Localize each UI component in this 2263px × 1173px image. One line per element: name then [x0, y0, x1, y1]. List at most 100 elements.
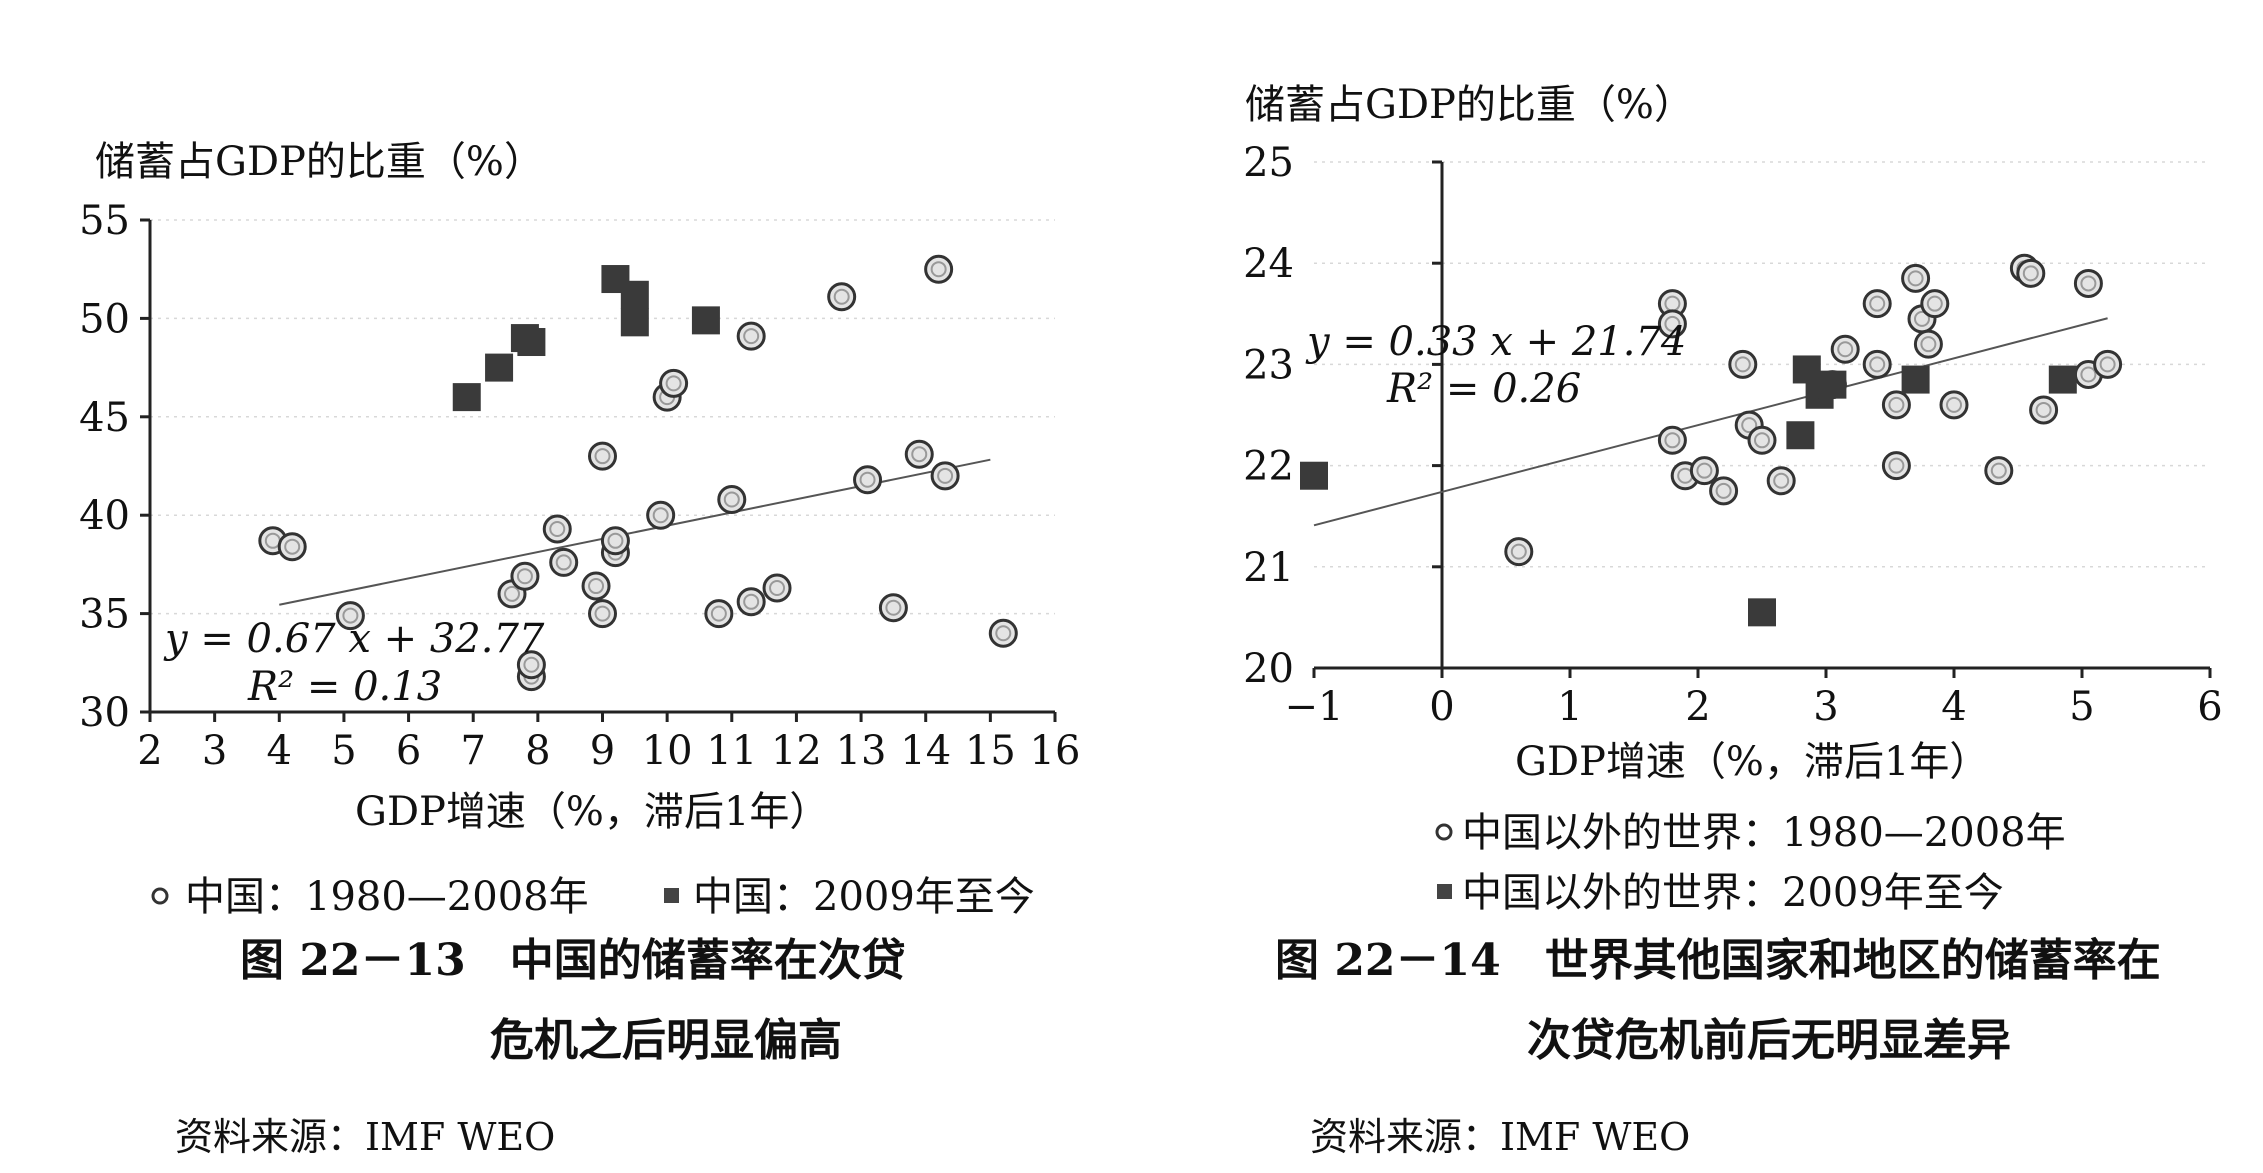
data-point-circle [516, 650, 546, 680]
data-point-circle [1766, 466, 1796, 496]
source-note: 资料来源：IMF WEO [175, 1115, 555, 1159]
data-point-circle [2093, 349, 2123, 379]
regression-equation: y = 0.33 x + 21.74 [1305, 319, 1686, 365]
data-point-circle-inner [1734, 356, 1751, 373]
y-tick-label: 25 [1243, 140, 1294, 186]
x-tick-label: 4 [267, 728, 292, 774]
data-point-circle [1504, 537, 1534, 567]
data-point-circle [904, 439, 934, 469]
trendline [279, 458, 991, 606]
x-tick-label: 15 [965, 728, 1016, 774]
x-tick-label: 16 [1030, 728, 1081, 774]
caption-line-1: 图 22－13 中国的储蓄率在次贷 [240, 935, 906, 986]
y-tick-label: 22 [1243, 444, 1294, 490]
x-tick-label: 8 [525, 728, 550, 774]
data-point-circle-inner [504, 585, 520, 602]
data-point-circle-inner [930, 261, 947, 278]
data-point-square [1901, 365, 1930, 394]
caption-line-2: 次贷危机前后无明显差异 [1527, 1015, 2011, 1066]
x-tick-label: 14 [900, 728, 951, 774]
x-tick-label: 7 [460, 728, 485, 774]
x-tick-label: 10 [642, 728, 693, 774]
y-tick-label: 24 [1243, 241, 1294, 287]
data-point-circle [588, 441, 617, 471]
data-point-circle-inner [1946, 396, 1962, 413]
data-point-circle [930, 461, 960, 491]
x-axis-title: GDP增速（%，滞后1年） [355, 789, 829, 835]
data-point-circle [659, 368, 689, 398]
data-point-circle-inner [710, 605, 727, 622]
data-point-circle [1657, 425, 1687, 455]
gridlines [1314, 161, 2210, 669]
data-point-circle-inner [284, 538, 301, 555]
data-point-circle-inner [2080, 366, 2097, 383]
x-tick-label: 3 [1813, 684, 1838, 730]
x-tick-label: 3 [202, 728, 227, 774]
data-point-circle [1862, 289, 1892, 319]
data-point-circle-inner [1926, 295, 1943, 312]
legend-label-2: 中国以外的世界：2009年至今 [1462, 870, 2004, 916]
data-point-circle-inner [911, 446, 928, 463]
y-ticks: 20 21 22 23 24 25 [1243, 140, 1442, 692]
data-point-circle [646, 500, 676, 530]
data-point-circle [581, 571, 611, 601]
legend-square-icon [664, 888, 679, 903]
data-point-circle-inner [607, 532, 624, 549]
data-point-square [1300, 461, 1328, 490]
x-axis-title: GDP增速（%，滞后1年） [1515, 739, 1989, 785]
source-note: 资料来源：IMF WEO [1310, 1115, 1690, 1159]
data-point-circle-inner [937, 467, 954, 484]
data-point-circle-inner [1837, 341, 1854, 358]
chart-china-savings: 储蓄占GDP的比重（%） 2 3 4 5 6 7 8 9 10 11 12 13 14 15 16 3035… [79, 139, 1080, 1159]
data-point-circle-inner [1715, 482, 1732, 499]
data-point-circle-inner [1869, 356, 1886, 373]
data-point-circle-inner [555, 554, 572, 571]
regression-equation: y = 0.67 x + 32.77 [163, 616, 545, 662]
data-points [258, 254, 1018, 692]
x-tick-label: 6 [396, 728, 421, 774]
data-point-circle [853, 465, 883, 495]
data-point-circle-inner [2035, 401, 2052, 418]
legend-label-1: 中国以外的世界：1980—2008年 [1462, 810, 2066, 856]
data-point-circle [2016, 258, 2046, 288]
legend: 中国以外的世界：1980—2008年 中国以外的世界：2009年至今 [1435, 810, 2066, 916]
trendline [1313, 317, 2108, 527]
data-point-circle [1881, 390, 1911, 420]
y-tick-label: 20 [1243, 646, 1294, 692]
data-point-circle [1920, 289, 1950, 319]
data-point-circle-inner [1696, 462, 1713, 479]
data-point-circle-inner [594, 605, 611, 622]
caption-line-1: 图 22－14 世界其他国家和地区的储蓄率在 [1275, 935, 2161, 986]
data-point-circle-inner [769, 580, 786, 597]
y-axis-title: 储蓄占GDP的比重（%） [1245, 82, 1694, 128]
data-point-circle-inner [995, 625, 1012, 642]
data-point-circle-inner [1914, 310, 1930, 327]
data-point-circle [542, 514, 572, 544]
data-point-circle [1689, 456, 1719, 486]
x-tick-label: 2 [137, 728, 162, 774]
data-point-circle-inner [1869, 295, 1886, 312]
data-point-circle [1862, 349, 1892, 379]
r-squared: R² = 0.13 [247, 664, 442, 710]
data-point-circle-inner [2080, 275, 2097, 292]
data-point-circle [1747, 425, 1777, 455]
data-point-square [485, 353, 514, 382]
data-point-circle-inner [665, 375, 682, 392]
x-tick-label: 2 [1685, 684, 1710, 730]
data-point-square [691, 306, 720, 335]
data-point-square [452, 383, 481, 412]
data-point-circle [1901, 263, 1931, 293]
legend-circle-icon [1435, 823, 1453, 841]
data-point-square [620, 280, 649, 309]
y-tick-label: 23 [1243, 342, 1294, 388]
data-point-circle [600, 526, 630, 556]
data-point-circle [1881, 451, 1911, 481]
x-tick-label: 1 [1557, 684, 1582, 730]
data-point-circle [2029, 395, 2059, 425]
x-tick-label: 5 [331, 728, 356, 774]
data-point-circle [335, 601, 365, 631]
x-tick-label: 4 [1941, 684, 1966, 730]
data-point-circle-inner [1990, 462, 2007, 479]
data-point-circle [1657, 309, 1687, 339]
